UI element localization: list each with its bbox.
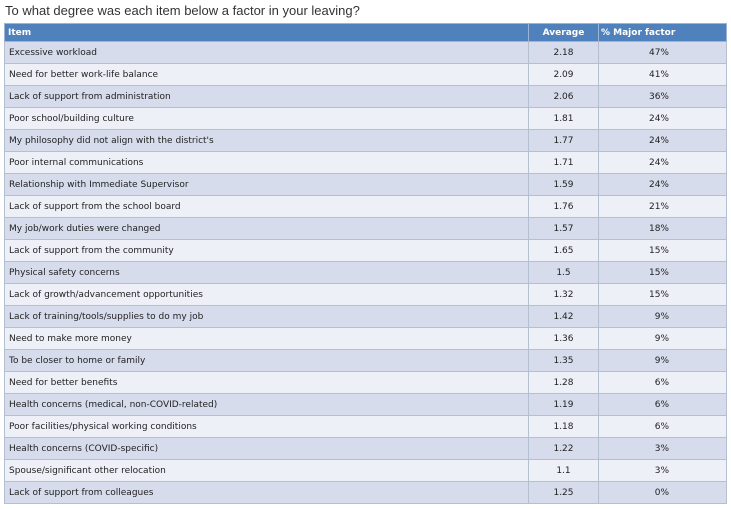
major-factor-cell: 15% [598,239,727,262]
average-cell: 1.76 [528,195,599,218]
column-header-item: Item [4,23,529,42]
column-header-major-factor: % Major factor [598,23,727,42]
table-row: Spouse/significant other relocation 1.1 3% [4,459,727,482]
item-cell: Poor facilities/physical working conditi… [4,415,529,438]
average-cell: 2.09 [528,63,599,86]
table-row: Lack of support from the community 1.65 15… [4,239,727,262]
average-cell: 1.18 [528,415,599,438]
average-cell: 1.19 [528,393,599,416]
average-cell: 1.59 [528,173,599,196]
table-row: Health concerns (medical, non-COVID-rela… [4,393,727,416]
table-row: Poor school/building culture 1.81 24% [4,107,727,130]
table-row: Poor facilities/physical working conditi… [4,415,727,438]
table-header-row: Item Average % Major factor [4,23,727,42]
table-row: Physical safety concerns 1.5 15% [4,261,727,284]
major-factor-cell: 41% [598,63,727,86]
average-cell: 1.28 [528,371,599,394]
average-cell: 1.35 [528,349,599,372]
item-cell: Health concerns (medical, non-COVID-rela… [4,393,529,416]
major-factor-cell: 9% [598,305,727,328]
major-factor-cell: 21% [598,195,727,218]
column-header-average: Average [528,23,599,42]
table-body: Excessive workload 2.18 47% Need for better… [4,41,727,504]
item-cell: Lack of support from colleagues [4,481,529,504]
average-cell: 1.57 [528,217,599,240]
table-row: Need for better work-life balance 2.09 41% [4,63,727,86]
average-cell: 1.71 [528,151,599,174]
item-cell: Need for better benefits [4,371,529,394]
average-cell: 1.77 [528,129,599,152]
table-row: My philosophy did not align with the dis… [4,129,727,152]
item-cell: Relationship with Immediate Supervisor [4,173,529,196]
major-factor-cell: 15% [598,283,727,306]
item-cell: Need for better work-life balance [4,63,529,86]
table-row: Lack of support from colleagues 1.25 0% [4,481,727,504]
average-cell: 2.18 [528,41,599,64]
item-cell: Need to make more money [4,327,529,350]
average-cell: 1.42 [528,305,599,328]
average-cell: 1.81 [528,107,599,130]
major-factor-cell: 18% [598,217,727,240]
major-factor-cell: 15% [598,261,727,284]
item-cell: Spouse/significant other relocation [4,459,529,482]
major-factor-cell: 9% [598,327,727,350]
average-cell: 1.1 [528,459,599,482]
item-cell: My philosophy did not align with the dis… [4,129,529,152]
average-cell: 1.36 [528,327,599,350]
average-cell: 2.06 [528,85,599,108]
item-cell: Lack of support from the school board [4,195,529,218]
table-row: Lack of training/tools/supplies to do my… [4,305,727,328]
average-cell: 1.65 [528,239,599,262]
major-factor-cell: 24% [598,173,727,196]
item-cell: To be closer to home or family [4,349,529,372]
table-row: Excessive workload 2.18 47% [4,41,727,64]
question-title: To what degree was each item below a fac… [5,3,360,18]
major-factor-cell: 0% [598,481,727,504]
item-cell: Poor internal communications [4,151,529,174]
average-cell: 1.32 [528,283,599,306]
major-factor-cell: 6% [598,371,727,394]
item-cell: Physical safety concerns [4,261,529,284]
table-row: Need for better benefits 1.28 6% [4,371,727,394]
table-row: Health concerns (COVID-specific) 1.22 3% [4,437,727,460]
major-factor-cell: 9% [598,349,727,372]
table-row: To be closer to home or family 1.35 9% [4,349,727,372]
table-row: Poor internal communications 1.71 24% [4,151,727,174]
item-cell: Lack of growth/advancement opportunities [4,283,529,306]
average-cell: 1.25 [528,481,599,504]
item-cell: Excessive workload [4,41,529,64]
item-cell: Health concerns (COVID-specific) [4,437,529,460]
major-factor-cell: 3% [598,437,727,460]
table-row: My job/work duties were changed 1.57 18% [4,217,727,240]
results-table: Item Average % Major factor Excessive wo… [4,23,727,504]
average-cell: 1.22 [528,437,599,460]
table-row: Need to make more money 1.36 9% [4,327,727,350]
item-cell: Lack of training/tools/supplies to do my… [4,305,529,328]
table-row: Relationship with Immediate Supervisor 1.… [4,173,727,196]
major-factor-cell: 24% [598,129,727,152]
item-cell: My job/work duties were changed [4,217,529,240]
major-factor-cell: 36% [598,85,727,108]
table-row: Lack of growth/advancement opportunities… [4,283,727,306]
item-cell: Lack of support from administration [4,85,529,108]
item-cell: Poor school/building culture [4,107,529,130]
table-row: Lack of support from the school board 1.7… [4,195,727,218]
major-factor-cell: 47% [598,41,727,64]
table-row: Lack of support from administration 2.06 3… [4,85,727,108]
major-factor-cell: 6% [598,415,727,438]
average-cell: 1.5 [528,261,599,284]
major-factor-cell: 24% [598,151,727,174]
major-factor-cell: 24% [598,107,727,130]
item-cell: Lack of support from the community [4,239,529,262]
major-factor-cell: 3% [598,459,727,482]
major-factor-cell: 6% [598,393,727,416]
